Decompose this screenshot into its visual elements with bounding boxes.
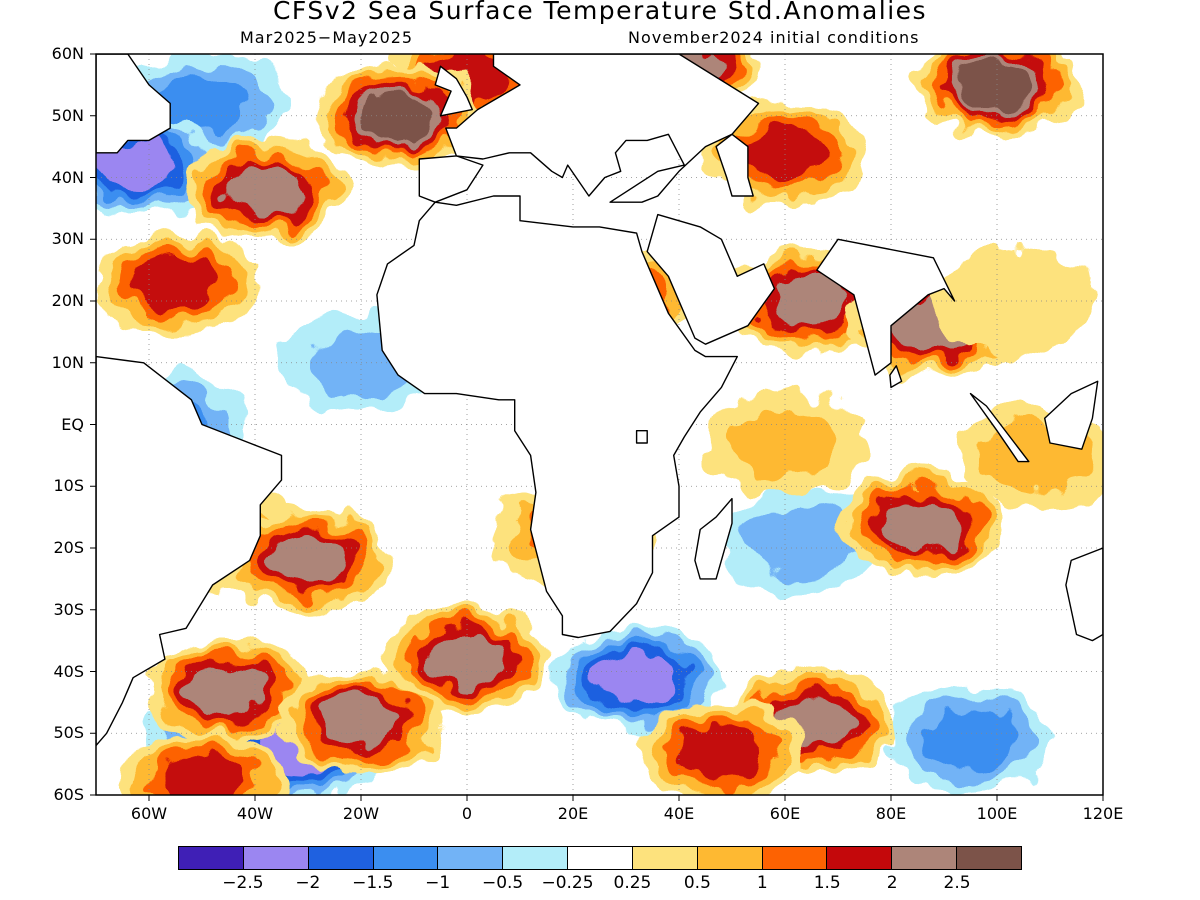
colorbar-swatch <box>892 847 958 869</box>
coastline-sri-lanka <box>889 365 903 389</box>
lat-label: 20N <box>51 291 84 310</box>
coastline-caspian <box>715 133 754 197</box>
colorbar-label: 1 <box>756 873 768 893</box>
colorbar-label: 2.5 <box>943 873 971 893</box>
colorbar-label: −1 <box>425 873 451 893</box>
colorbar-swatch <box>308 847 374 869</box>
lon-label: 60W <box>130 804 168 823</box>
colorbar-swatch <box>632 847 698 869</box>
anomaly-contour-21-1 <box>745 506 857 577</box>
lat-label: 10N <box>51 352 84 372</box>
colorbar-swatch <box>438 847 504 869</box>
lon-label: 100E <box>976 804 1018 823</box>
colorbar-swatch <box>179 847 244 869</box>
coastline-lake-victoria <box>635 430 648 444</box>
coastline-india <box>816 238 956 376</box>
coastline-north-america <box>96 54 171 154</box>
coastline-borneo <box>1043 380 1099 450</box>
forecast-period: Mar2025−May2025 <box>240 28 414 47</box>
coastline-arabia <box>646 213 776 345</box>
anomaly-contour-28-4 <box>322 696 400 746</box>
lon-label: 40W <box>236 804 274 823</box>
lat-label: 60N <box>51 44 84 63</box>
lon-label: 0 <box>461 804 473 823</box>
colorbar-swatch <box>762 847 828 869</box>
lon-label: 20W <box>342 804 380 823</box>
lat-label: 50S <box>53 723 84 743</box>
coastlines <box>96 54 1103 747</box>
coastline-europe <box>445 54 760 203</box>
colorbar-swatch <box>568 847 633 869</box>
colorbar-swatch <box>697 847 763 869</box>
anomaly-contour-7-4 <box>226 165 305 215</box>
coastline-britain <box>434 65 473 117</box>
coastline-africa <box>376 195 738 639</box>
coastline-sumatra <box>969 392 1030 463</box>
lat-label: 40N <box>51 167 84 187</box>
anomaly-contour-3-5 <box>360 92 436 140</box>
anomaly-contour-33-3 <box>160 756 244 795</box>
lat-label: 30S <box>53 599 84 619</box>
colorbar-label: 0.25 <box>613 873 652 893</box>
lon-label: 40E <box>663 804 695 823</box>
colorbar-label: −1.5 <box>352 873 394 893</box>
colorbar-swatch <box>957 847 1021 869</box>
lon-label: 60E <box>769 804 801 823</box>
colorbar-label: −2.5 <box>222 873 264 893</box>
colorbar-swatch <box>827 847 893 869</box>
lon-label: 120E <box>1082 804 1124 823</box>
lat-label: 60S <box>53 785 84 804</box>
lat-label: 40S <box>53 661 84 681</box>
anomaly-contour-32-2 <box>924 710 1017 769</box>
anomaly-contour-27-4 <box>189 665 268 715</box>
colorbar-swatch <box>503 847 569 869</box>
anomaly-contour-13-0 <box>929 249 1096 353</box>
colorbar-label: −0.25 <box>541 873 594 893</box>
colorbar-label: 1.5 <box>813 873 841 893</box>
anomaly-contour-31-3 <box>679 725 764 779</box>
colorbar-swatch <box>373 847 439 869</box>
colorbar-label: −2 <box>295 873 321 893</box>
lat-label: 20S <box>53 538 84 557</box>
anomaly-contour-22-4 <box>883 498 962 549</box>
initial-conditions: November2024 initial conditions <box>628 28 920 47</box>
anomaly-contour-17-4 <box>269 535 347 586</box>
colorbar-label: 2 <box>886 873 898 893</box>
lat-label: 50N <box>51 105 84 125</box>
map-title: CFSv2 Sea Surface Temperature Std.Anomal… <box>272 0 928 25</box>
axis-ticks <box>90 53 1104 801</box>
anomaly-contour-20-1 <box>729 408 841 479</box>
colorbar-label: 0.5 <box>683 873 711 893</box>
anomaly-contour-5-2 <box>155 74 249 133</box>
anomaly-contour-4-3 <box>743 126 827 180</box>
anomaly-contour-8-3 <box>133 255 218 309</box>
lat-label: 10S <box>53 476 84 496</box>
coastline-madagascar <box>694 497 733 580</box>
lat-label: 30N <box>51 229 84 249</box>
lon-label: 20E <box>557 804 589 823</box>
lat-label: EQ <box>61 414 84 434</box>
anomaly-contour-24-4 <box>597 652 676 703</box>
colorbar-label: −0.5 <box>481 873 524 893</box>
coastline-australia <box>1065 547 1103 642</box>
coastline-south-america <box>96 355 283 747</box>
colorbar-swatch <box>243 847 309 869</box>
lon-label: 80E <box>875 804 907 823</box>
colorbar <box>178 846 1022 870</box>
